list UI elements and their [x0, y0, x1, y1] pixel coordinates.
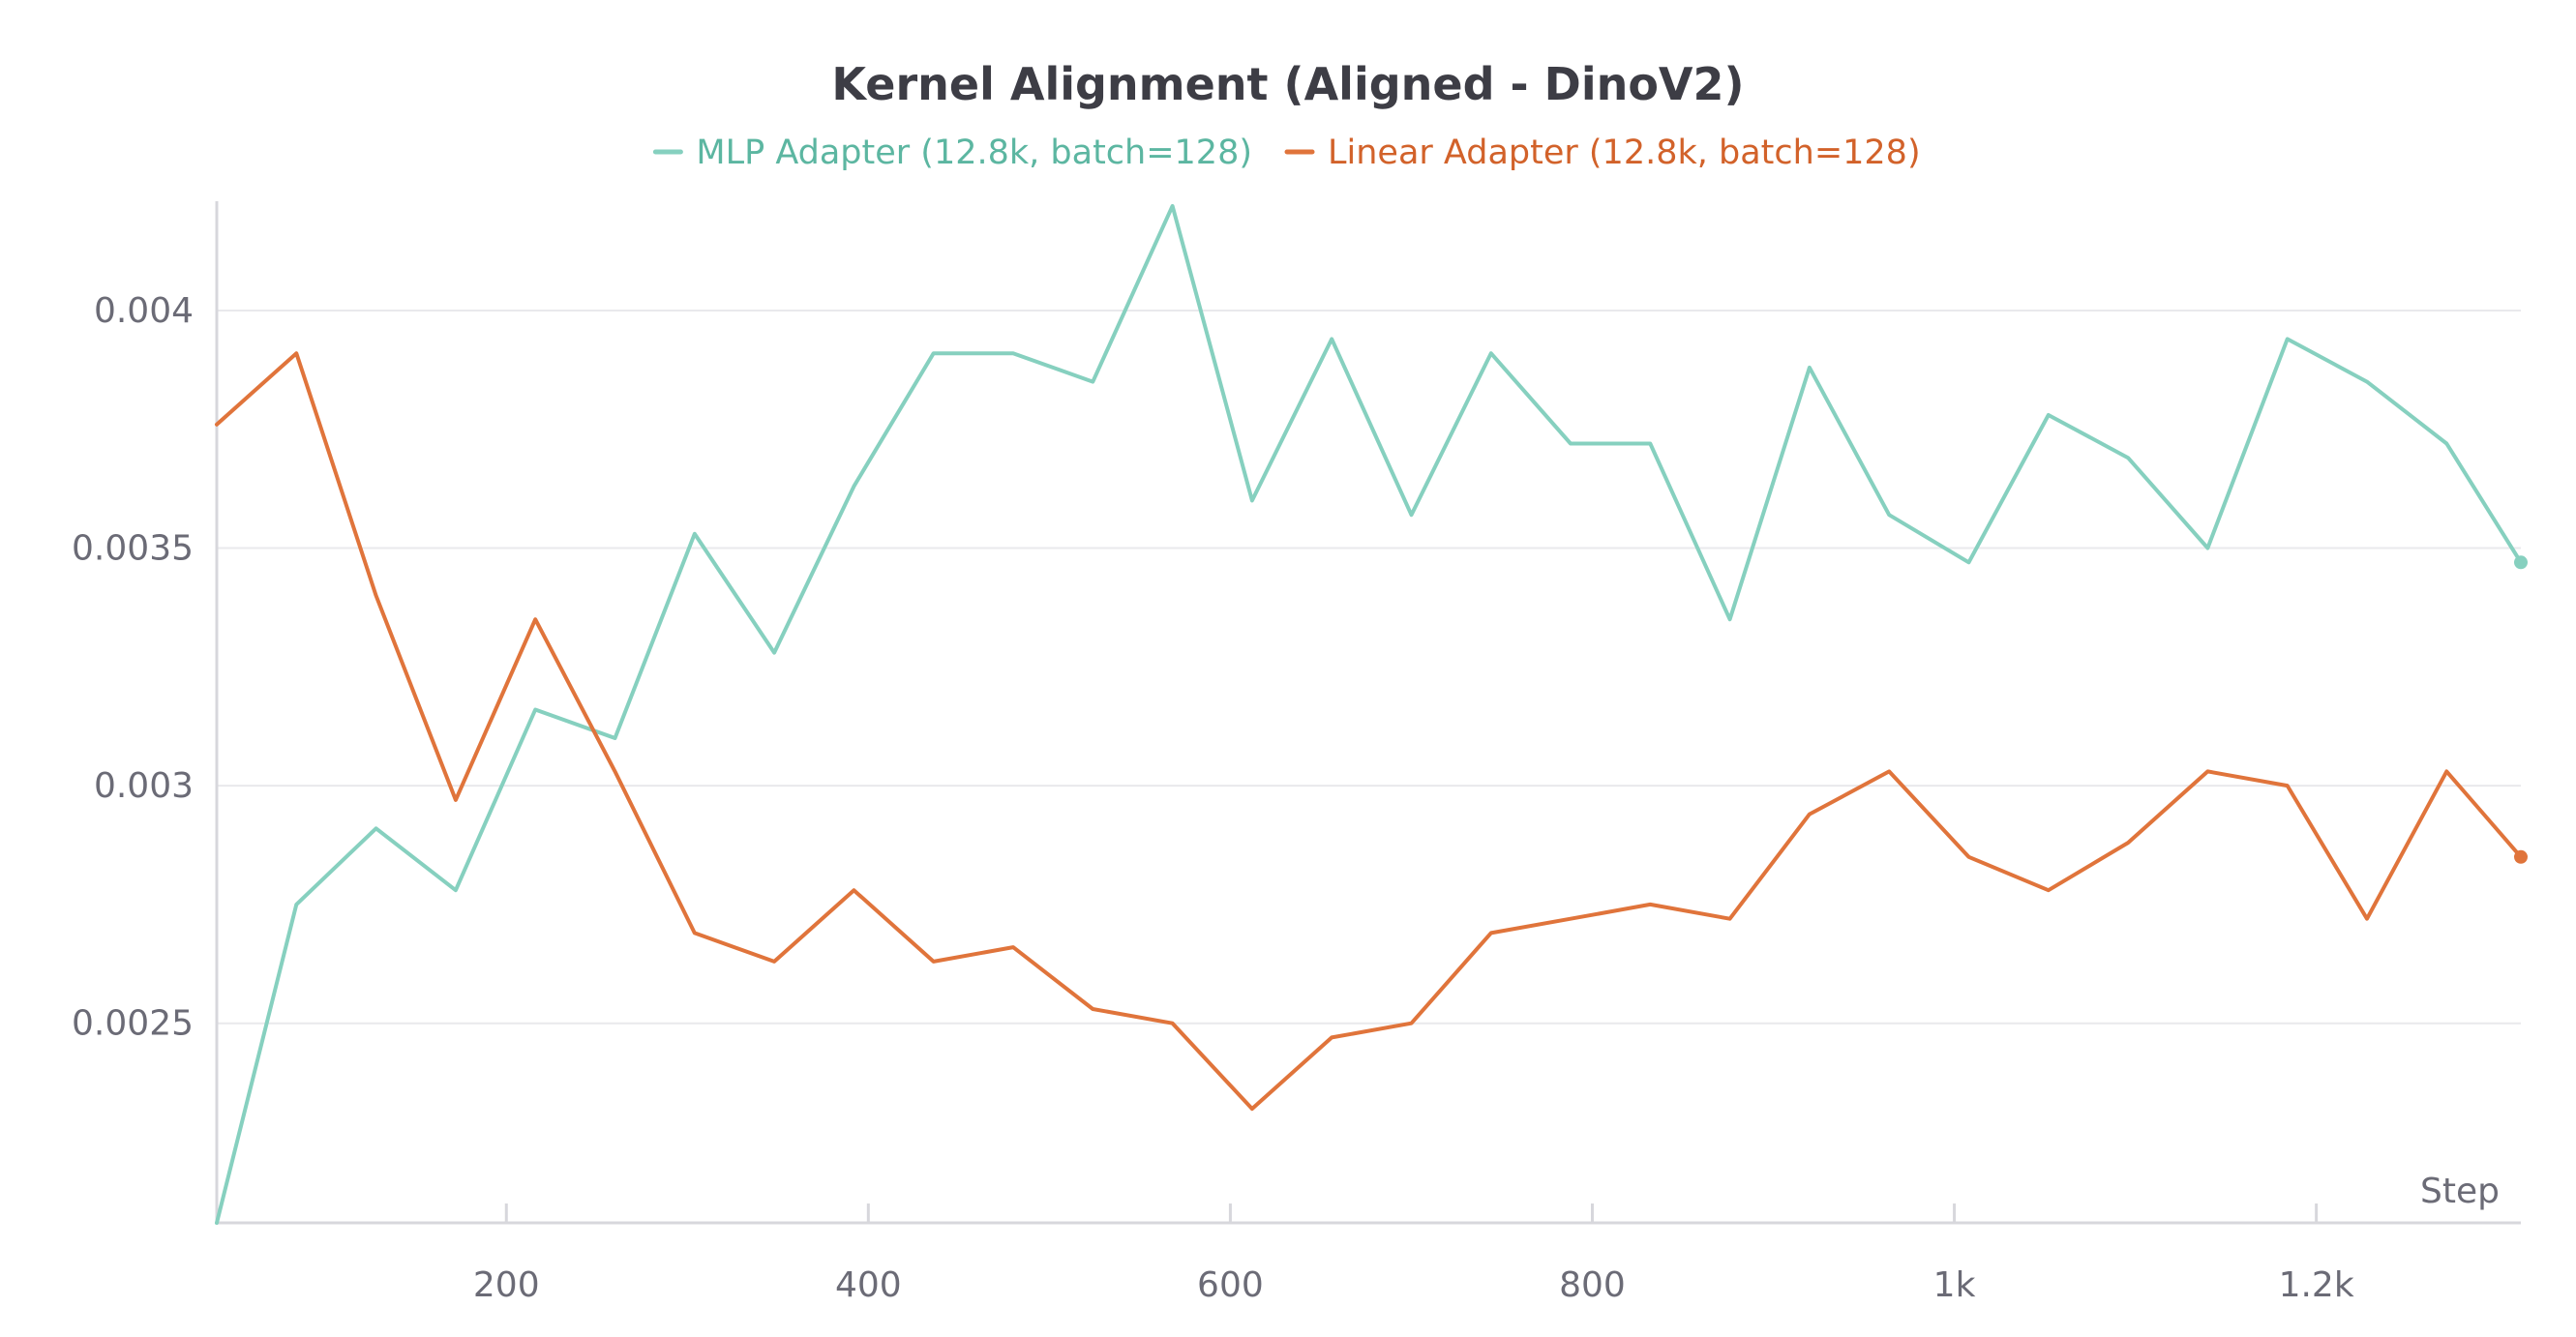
x-tick-label: 600: [1197, 1265, 1264, 1305]
y-tick-label: 0.003: [94, 766, 194, 806]
x-tick-label: 1.2k: [2279, 1265, 2354, 1305]
y-tick-label: 0.004: [94, 291, 194, 331]
y-tick-label: 0.0025: [72, 1004, 194, 1044]
legend-label-1: Linear Adapter (12.8k, batch=128): [1328, 134, 1921, 172]
chart-title: Kernel Alignment (Aligned - DinoV2): [831, 58, 1744, 110]
x-axis-title: Step: [2420, 1172, 2500, 1211]
series-layer: [215, 203, 2528, 1225]
y-axis-ticks: 0.0025 0.003 0.0035 0.004: [72, 291, 194, 1044]
x-tick-label: 200: [473, 1265, 540, 1305]
x-axis-ticks: 200 400 600 800 1k 1.2k: [473, 1203, 2354, 1305]
x-tick-label: 1k: [1933, 1265, 1976, 1305]
series-end-point-1: [2514, 849, 2528, 864]
x-tick-label: 800: [1559, 1265, 1626, 1305]
legend-label-0: MLP Adapter (12.8k, batch=128): [696, 134, 1252, 172]
series-line-1: [215, 351, 2523, 1112]
series-line-0: [215, 203, 2523, 1225]
y-tick-label: 0.0035: [72, 529, 194, 569]
series-end-point-0: [2514, 555, 2528, 570]
legend: MLP Adapter (12.8k, batch=128) Linear Ada…: [652, 134, 1921, 172]
x-tick-label: 400: [835, 1265, 902, 1305]
grid-lines: [217, 309, 2521, 1025]
